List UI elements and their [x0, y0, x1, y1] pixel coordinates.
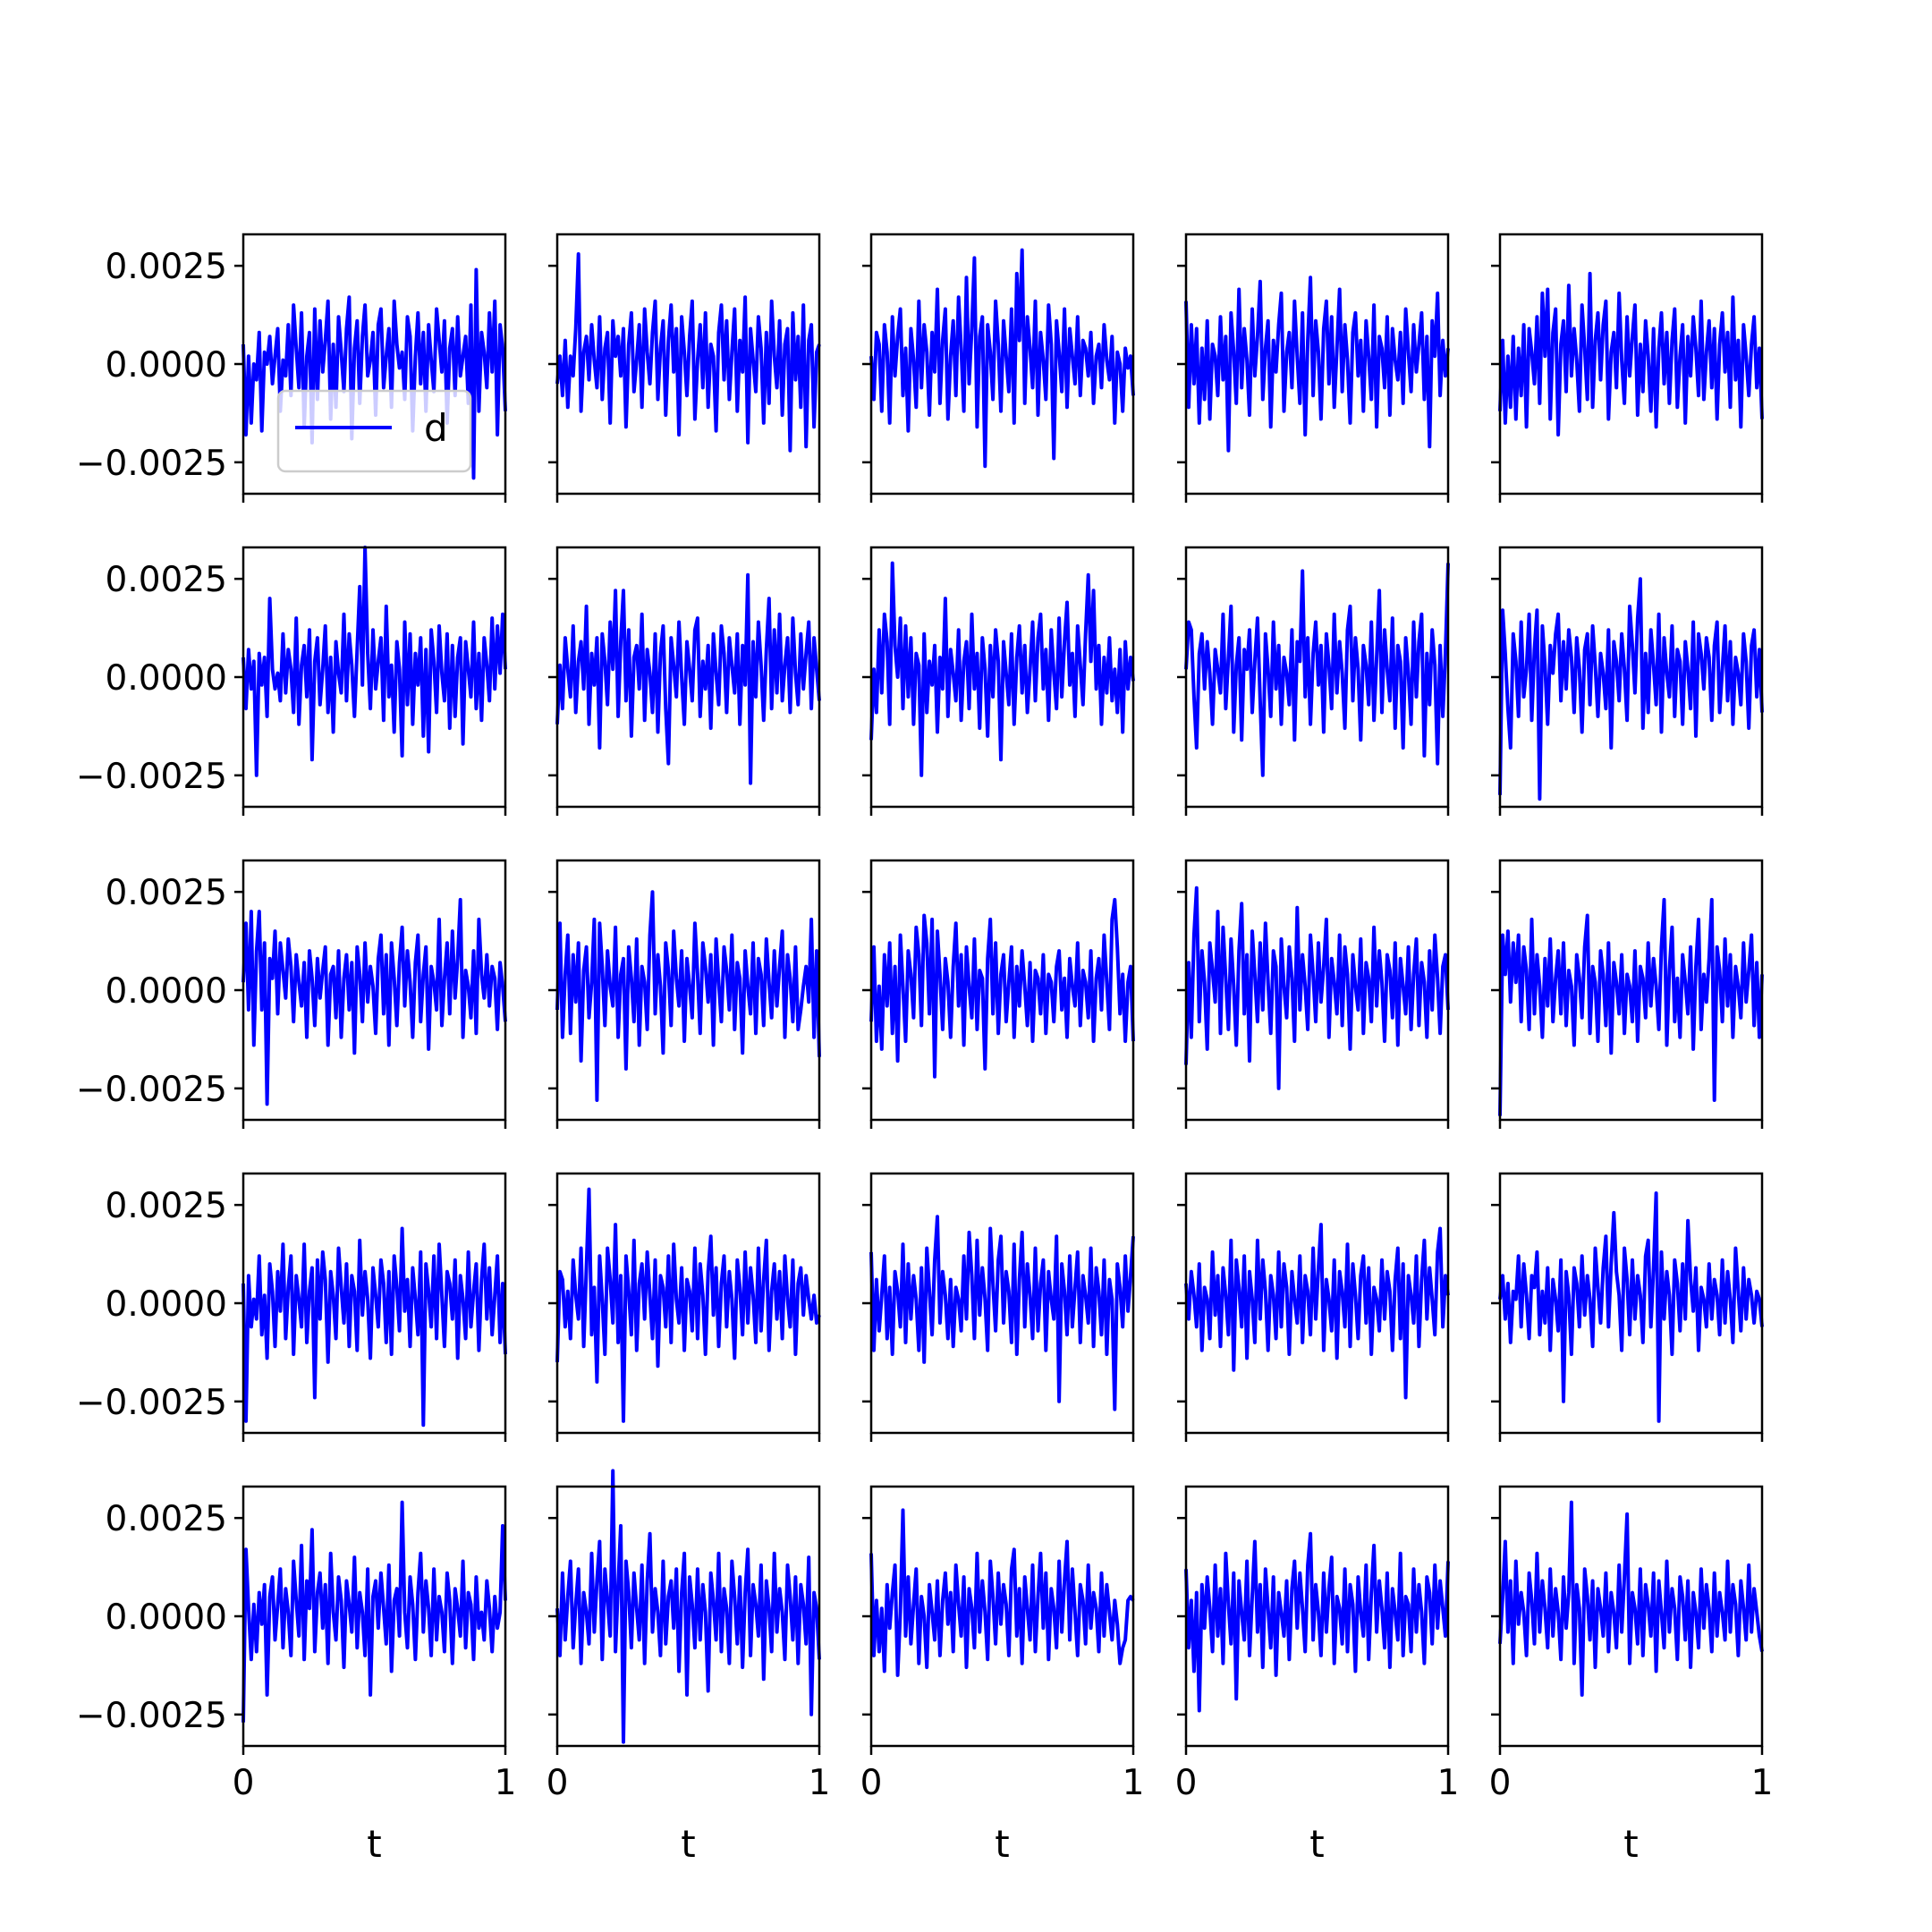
- subplot-r4-c4: 0 1 t: [1489, 1485, 1774, 1866]
- subplot-r0-c4: [1491, 233, 1764, 503]
- series-line-d: [869, 248, 1135, 469]
- series-line-d: [555, 1469, 821, 1744]
- y-tick-label: 0.0000: [106, 658, 227, 699]
- series-line-d: [1498, 1191, 1764, 1423]
- series-line-d: [869, 1508, 1135, 1677]
- subplot-r3-c1: [548, 1172, 821, 1442]
- subplot-r0-c3: [1177, 233, 1450, 503]
- subplot-r3-c4: [1491, 1172, 1764, 1442]
- series-line-d: [242, 1226, 507, 1428]
- x-tick-label: 0: [233, 1763, 255, 1803]
- series-line-d: [242, 897, 507, 1106]
- x-axis-label: t: [995, 1822, 1009, 1866]
- legend-box: [276, 389, 472, 473]
- series-line-d: [869, 1215, 1135, 1411]
- x-tick-label: 1: [1751, 1763, 1774, 1803]
- subplot-r1-c4: [1491, 546, 1764, 816]
- series-line-d: [1498, 897, 1764, 1116]
- series-line-d: [1184, 275, 1450, 453]
- series-line-d: [555, 1187, 821, 1423]
- subplot-r1-c2: [862, 546, 1135, 816]
- series-line-d: [242, 1500, 507, 1723]
- series-line-d: [242, 546, 507, 777]
- subplot-r3-c2: [862, 1172, 1135, 1442]
- series-line-d: [1184, 1223, 1450, 1400]
- subplot-r2-c3: [1177, 859, 1450, 1129]
- series-line-d: [1498, 1500, 1764, 1697]
- subplot-r1-c0: 0.0025 0.0000 −0.0025: [76, 546, 507, 816]
- y-tick-label: −0.0025: [76, 444, 227, 484]
- series-line-d: [1498, 271, 1764, 437]
- series-line-d: [242, 267, 507, 480]
- x-tick-label: 0: [860, 1763, 883, 1803]
- x-axis-label: t: [367, 1822, 381, 1866]
- y-tick-label: 0.0025: [106, 560, 227, 600]
- y-tick-label: 0.0025: [106, 1499, 227, 1539]
- x-tick-label: 1: [1437, 1763, 1460, 1803]
- subplot-grid: 0.00250.0000−0.00250.00250.0000−0.00250.…: [76, 233, 1774, 1866]
- series-line-d: [1498, 577, 1764, 801]
- subplot-r2-c0: 0.0025 0.0000 −0.0025: [76, 859, 507, 1129]
- legend-label: d: [424, 406, 448, 450]
- x-axis-label: t: [1309, 1822, 1324, 1866]
- x-tick-label: 0: [1175, 1763, 1198, 1803]
- subplot-r4-c3: 0 1 t: [1175, 1485, 1460, 1866]
- subplot-r1-c1: [548, 546, 821, 816]
- y-tick-label: 0.0025: [106, 873, 227, 913]
- x-tick-label: 1: [495, 1763, 517, 1803]
- series-line-d: [1184, 1531, 1450, 1713]
- subplot-r1-c3: [1177, 546, 1450, 816]
- series-line-d: [869, 897, 1135, 1079]
- x-tick-label: 1: [809, 1763, 831, 1803]
- y-tick-label: −0.0025: [76, 757, 227, 797]
- subplot-r3-c3: [1177, 1172, 1450, 1442]
- legend: d: [276, 389, 472, 473]
- subplot-r0-c1: [548, 233, 821, 503]
- subplot-r0-c2: [862, 233, 1135, 503]
- y-tick-label: 0.0025: [106, 247, 227, 287]
- subplot-r2-c1: [548, 859, 821, 1129]
- x-tick-label: 0: [1489, 1763, 1512, 1803]
- x-axis-label: t: [1623, 1822, 1638, 1866]
- series-line-d: [555, 890, 821, 1102]
- subplot-r4-c2: 0 1 t: [860, 1485, 1145, 1866]
- y-tick-label: 0.0000: [106, 971, 227, 1012]
- subplot-r4-c1: 0 1 t: [547, 1469, 831, 1866]
- y-tick-label: 0.0000: [106, 1597, 227, 1638]
- subplot-r2-c4: [1491, 859, 1764, 1129]
- y-tick-label: 0.0000: [106, 1284, 227, 1325]
- series-line-d: [1184, 563, 1450, 777]
- x-tick-label: 1: [1123, 1763, 1145, 1803]
- x-axis-label: t: [681, 1822, 695, 1866]
- series-line-d: [1184, 886, 1450, 1090]
- subplot-r3-c0: 0.0025 0.0000 −0.0025: [76, 1172, 507, 1442]
- subplot-r2-c2: [862, 859, 1135, 1129]
- series-line-d: [555, 252, 821, 453]
- series-line-d: [869, 561, 1135, 777]
- y-tick-label: −0.0025: [76, 1070, 227, 1110]
- y-tick-label: −0.0025: [76, 1696, 227, 1736]
- x-tick-label: 0: [547, 1763, 569, 1803]
- y-tick-label: 0.0000: [106, 345, 227, 386]
- y-tick-label: 0.0025: [106, 1186, 227, 1226]
- subplot-r0-c0: 0.0025 0.0000 −0.0025: [76, 233, 507, 503]
- series-line-d: [555, 572, 821, 785]
- y-tick-label: −0.0025: [76, 1383, 227, 1423]
